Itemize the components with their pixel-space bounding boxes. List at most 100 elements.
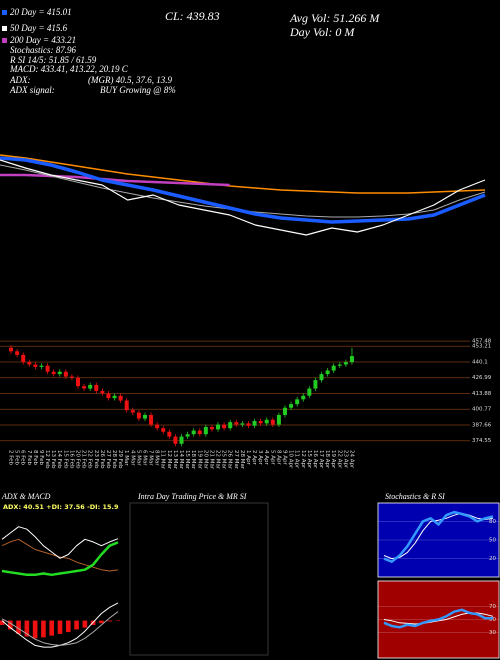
- x-tick-label: 9 Apr: [281, 450, 287, 466]
- x-tick-label: 1 Apr: [245, 450, 251, 466]
- y-tick-label: 80: [489, 519, 496, 525]
- candle-body: [161, 428, 166, 432]
- candle-body: [149, 414, 154, 425]
- x-tick-label: 27 Mar: [233, 450, 239, 470]
- signal-label: ADX signal:: [9, 85, 55, 95]
- candle-body: [130, 410, 135, 413]
- candle-body: [136, 412, 141, 419]
- panel-title: Intra Day Trading Price & MR SI: [137, 492, 247, 501]
- candle-body: [331, 365, 336, 371]
- series-line: [1, 538, 119, 572]
- x-tick-label: 7 Feb: [26, 450, 32, 465]
- y-tick-label: 457.48: [472, 339, 492, 345]
- histogram-bar: [0, 620, 5, 625]
- adx-value: (MGR) 40.5, 37.6, 13.9: [88, 75, 172, 85]
- y-tick-label: 440.1: [472, 359, 488, 365]
- candle-body: [94, 384, 99, 391]
- series-line: [0, 159, 486, 236]
- candle-body: [15, 351, 20, 355]
- candle-body: [197, 430, 202, 435]
- x-tick-label: 12 Feb: [44, 450, 50, 469]
- x-tick-label: 12 Apr: [300, 450, 306, 469]
- x-tick-label: 15 Mar: [184, 450, 190, 470]
- x-tick-label: 16 Feb: [68, 450, 74, 469]
- candle-body: [179, 436, 184, 444]
- x-tick-label: 10 Apr: [288, 450, 294, 469]
- x-tick-label: 14 Feb: [56, 450, 62, 469]
- candle-body: [295, 399, 300, 405]
- x-tick-label: 26 Mar: [227, 450, 233, 470]
- x-tick-label: 5 Mar: [135, 450, 141, 466]
- x-tick-label: 15 Apr: [306, 450, 312, 469]
- panel-title: Stochastics & R SI: [385, 492, 445, 501]
- candle-body: [325, 370, 330, 375]
- x-tick-label: 13 Mar: [172, 450, 178, 470]
- candle-body: [21, 354, 26, 363]
- adx-label: ADX:: [9, 75, 31, 85]
- x-tick-label: 16 Apr: [312, 450, 318, 469]
- candle-body: [337, 364, 342, 366]
- day-volume: Day Vol: 0 M: [289, 25, 355, 39]
- candle-body: [155, 424, 160, 429]
- histogram-bar: [49, 620, 55, 636]
- candle-body: [258, 420, 263, 424]
- candle-body: [276, 414, 281, 425]
- x-tick-label: 15 Feb: [62, 450, 68, 469]
- histogram-bar: [57, 620, 63, 634]
- x-tick-label: 28 Feb: [111, 450, 117, 469]
- candle-body: [9, 347, 14, 352]
- ma20-label: 20 Day = 415.01: [10, 7, 72, 17]
- x-tick-label: 11 Apr: [294, 450, 300, 469]
- y-tick-label: 50: [489, 617, 496, 623]
- series-line: [0, 173, 230, 187]
- histogram-bar: [41, 620, 46, 638]
- macd-label: MACD: 433.41, 413.22, 20.19 C: [9, 64, 129, 74]
- candle-body: [209, 426, 214, 430]
- candle-body: [216, 424, 221, 430]
- x-tick-label: 21 Mar: [208, 450, 214, 470]
- x-tick-label: 4 Apr: [263, 450, 269, 466]
- x-tick-label: 26 Feb: [99, 450, 105, 469]
- candle-body: [289, 404, 294, 408]
- histogram-bar: [24, 620, 30, 637]
- x-tick-label: 23 Feb: [93, 450, 99, 469]
- x-tick-label: 27 Feb: [105, 450, 111, 469]
- x-tick-label: 11 Mar: [160, 450, 166, 470]
- candle-body: [203, 426, 208, 435]
- histogram-bar: [107, 620, 113, 622]
- y-tick-label: 400.77: [472, 407, 492, 413]
- histogram-bar: [99, 620, 104, 624]
- candle-body: [173, 436, 178, 444]
- stoch-label: Stochastics: 87.96: [10, 45, 76, 55]
- series-line: [383, 608, 494, 629]
- x-tick-label: 6 Mar: [141, 450, 147, 466]
- candle-body: [76, 377, 81, 387]
- candle-body: [118, 395, 123, 401]
- series-line: [0, 154, 486, 194]
- candle-body: [240, 423, 245, 425]
- x-tick-label: 25 Mar: [221, 450, 227, 470]
- x-tick-label: 22 Apr: [336, 450, 342, 469]
- y-tick-label: 374.55: [472, 438, 492, 444]
- candle-body: [100, 390, 105, 394]
- x-tick-label: 5 Feb: [14, 450, 20, 465]
- histogram-bar: [16, 620, 21, 634]
- candle-body: [191, 430, 196, 435]
- series-line: [0, 156, 486, 224]
- histogram-bar: [82, 620, 88, 628]
- candle-body: [51, 371, 56, 375]
- candle-body: [222, 424, 227, 429]
- candle-body: [106, 393, 111, 399]
- candle-body: [246, 423, 251, 426]
- swatch: [2, 26, 7, 31]
- x-tick-label: 22 Feb: [87, 450, 93, 469]
- candle-body: [82, 386, 87, 389]
- candle-body: [167, 431, 172, 437]
- swatch: [2, 38, 7, 43]
- histogram-bar: [32, 620, 38, 639]
- y-tick-label: 426.99: [472, 375, 492, 381]
- x-tick-label: 2 Apr: [251, 450, 257, 466]
- y-tick-label: 413.88: [472, 391, 492, 397]
- candle-body: [264, 419, 269, 424]
